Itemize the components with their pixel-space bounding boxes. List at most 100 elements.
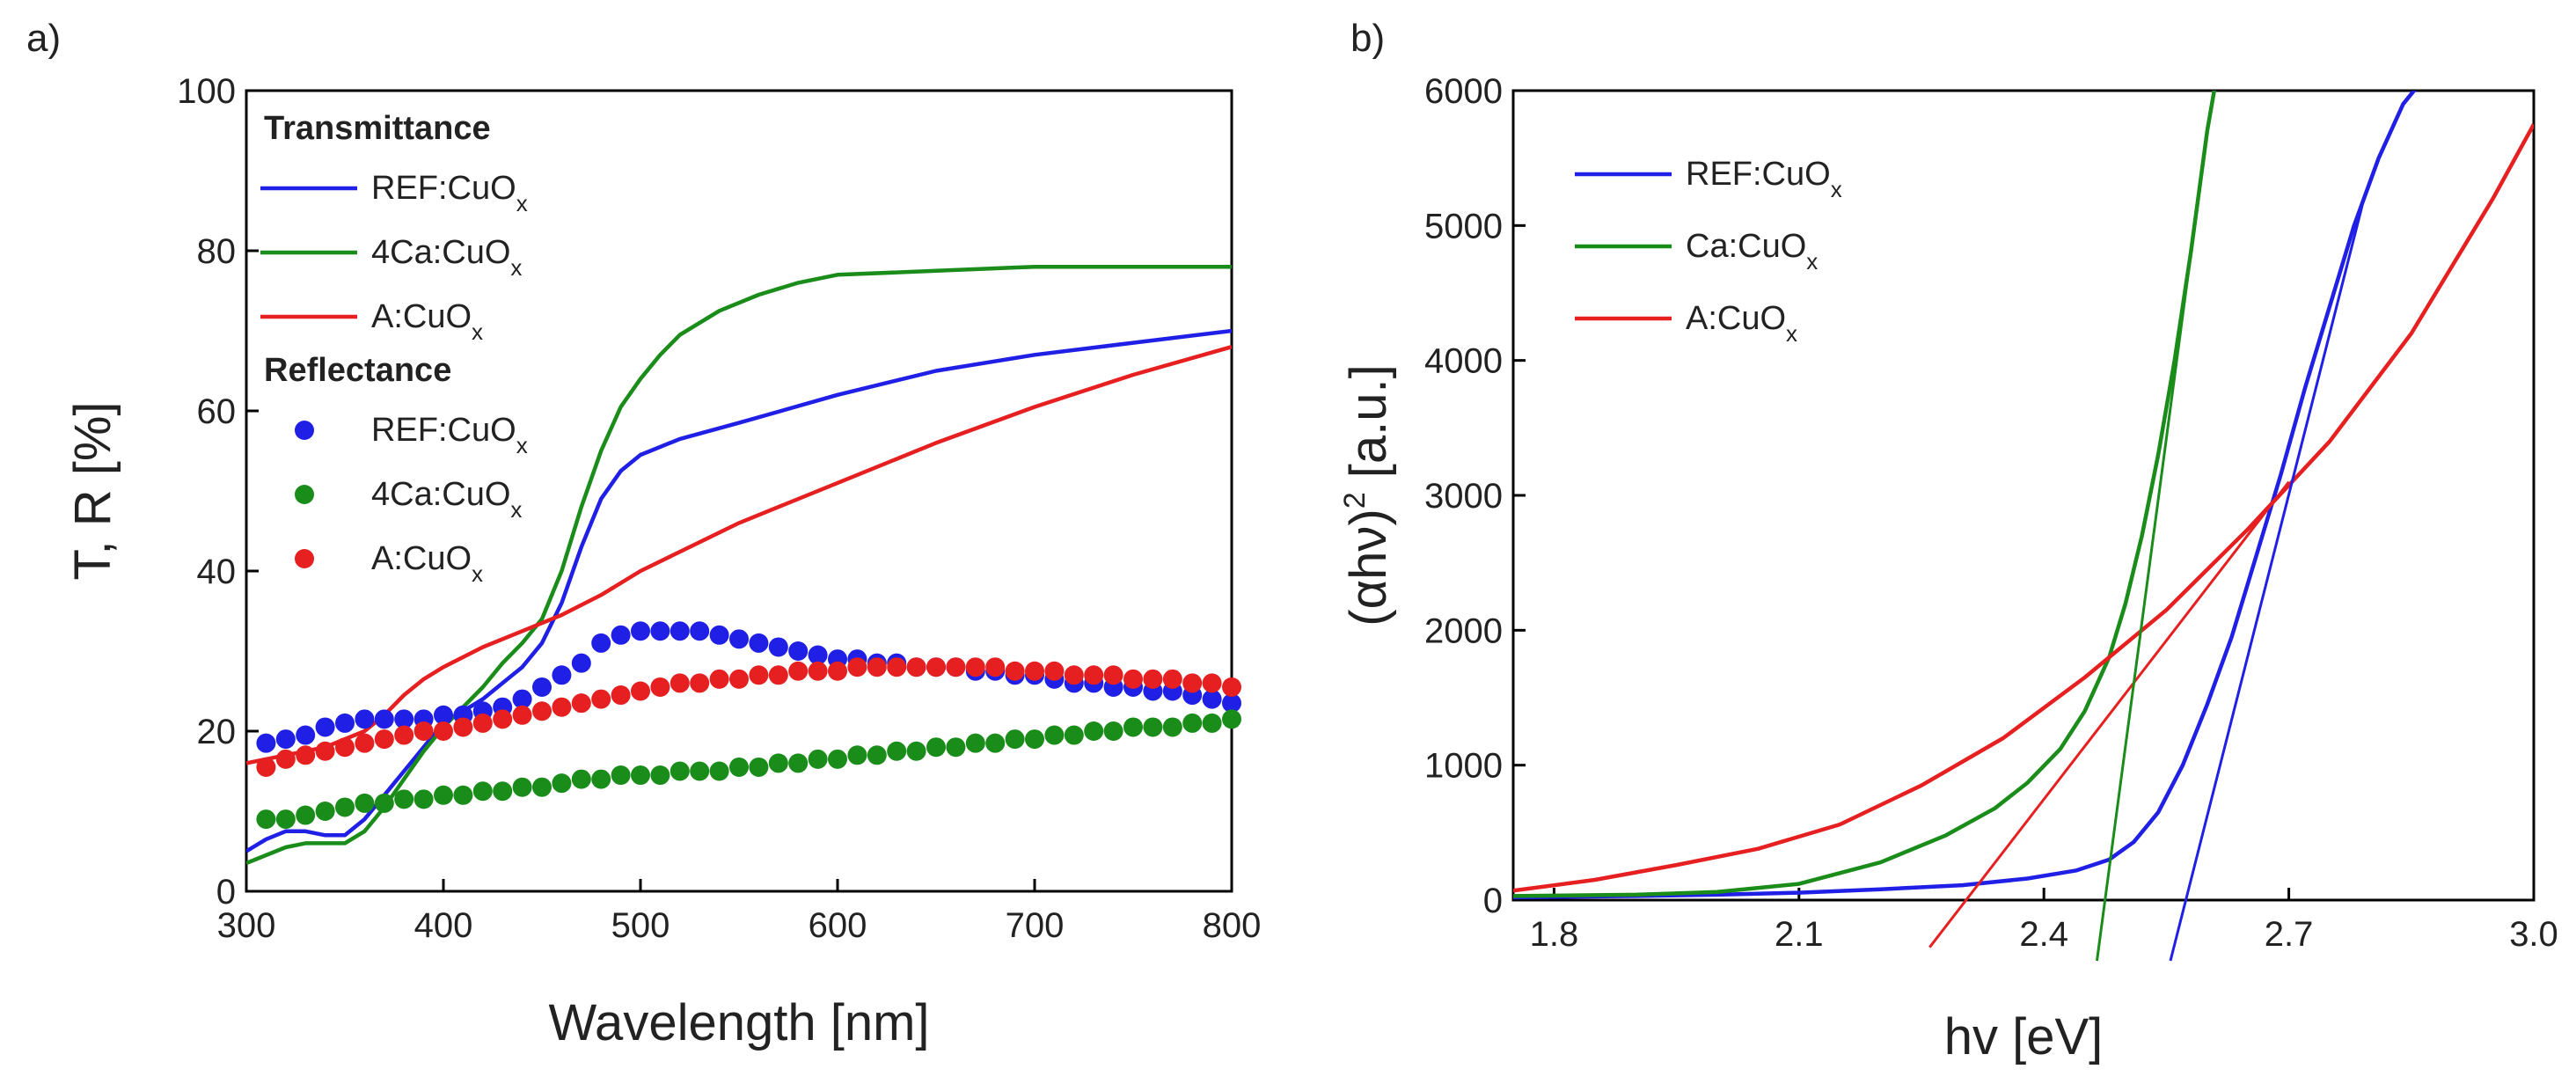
panel-a-legend-label: A:CuOx	[371, 298, 483, 345]
panel-a-series-4-point	[571, 769, 591, 789]
panel-a-series-5-point	[256, 757, 276, 777]
panel-a-series-4-point	[611, 765, 631, 786]
panel-a-y-axis-label: T, R [%]	[64, 401, 121, 580]
panel-a-series-5-point	[709, 669, 729, 689]
panel-a-series-3-point	[394, 709, 414, 729]
panel-a-series-3-point	[591, 633, 611, 653]
panel-a-x-tick-label: 800	[1203, 906, 1262, 945]
panel-a-series-4-point	[472, 781, 493, 802]
panel-a-series-4-point	[709, 761, 729, 781]
panel-b: b) 1.8 2.1 2.4 2.7 3.0 0 1000 2000 3000 4000 5000…	[1338, 17, 2558, 1065]
panel-b-y-ticks: 0 1000 2000 3000 4000 5000 6000	[1424, 72, 1526, 920]
panel-a-series-4-point	[1044, 725, 1065, 745]
panel-a-legend-dot	[295, 485, 314, 504]
panel-a-legend-dot	[295, 421, 314, 440]
panel-a-y-tick-label: 0	[216, 873, 236, 912]
panel-a-series-4-point	[670, 761, 690, 781]
panel-a-series-4-point	[729, 757, 749, 777]
panel-a-legend: Transmittance REF:CuOx 4Ca:CuOx A:CuOx Refle…	[260, 110, 528, 587]
panel-a-series-5-point	[1162, 669, 1182, 689]
panel-a: a) 300 400 500 600 700 800 0 20 40 60 80 100 Trans…	[26, 17, 1261, 1051]
panel-a-series-5-point	[965, 657, 985, 677]
panel-a-series-5-point	[1084, 665, 1104, 685]
panel-a-series-5-point	[1005, 661, 1025, 681]
panel-b-y-tick-label: 2000	[1424, 611, 1503, 650]
panel-a-series-5-point	[1123, 669, 1143, 689]
panel-a-series-3-point	[690, 621, 710, 641]
panel-a-series-3-point	[768, 637, 788, 657]
panel-a-series-4-point	[315, 802, 335, 821]
panel-b-x-tick-label: 3.0	[2509, 915, 2558, 954]
panel-b-y-tick-label: 3000	[1424, 477, 1503, 516]
panel-a-series-4-point	[1162, 717, 1182, 737]
panel-a-y-tick-label: 100	[177, 72, 236, 111]
panel-a-series-3-point	[788, 641, 809, 661]
panel-a-legend-label: REF:CuOx	[371, 412, 528, 458]
panel-a-series-4-point	[1025, 729, 1044, 750]
panel-b-x-tick-label: 2.7	[2265, 915, 2314, 954]
panel-b-x-tick-label: 2.1	[1775, 915, 1824, 954]
panel-a-series-4-point	[867, 745, 887, 765]
panel-a-y-tick-label: 20	[197, 713, 237, 751]
panel-b-x-ticks: 1.8 2.1 2.4 2.7 3.0	[1530, 888, 2558, 954]
panel-a-series-5-point	[453, 717, 473, 737]
panel-a-series-4-point	[631, 765, 650, 786]
panel-a-series-5-point	[512, 705, 532, 725]
panel-a-x-tick-label: 500	[611, 906, 670, 945]
panel-b-series-1-line	[1513, 91, 2217, 898]
panel-a-series-5-point	[355, 733, 375, 753]
panel-a-legend-label: A:CuOx	[371, 540, 483, 587]
panel-a-series-3-point	[374, 709, 394, 729]
panel-a-series-5-point	[946, 657, 966, 677]
panel-a-series-5-point	[315, 741, 335, 761]
panel-a-series-4-point	[1123, 717, 1143, 737]
panel-a-series-4-point	[413, 789, 434, 809]
panel-a-series-4-point	[926, 737, 946, 758]
panel-a-series-3-point	[1222, 693, 1241, 714]
panel-a-legend-label: REF:CuOx	[371, 170, 528, 216]
panel-a-series-4-point	[749, 757, 769, 777]
panel-a-series-5-point	[1143, 669, 1163, 689]
panel-a-series-4-point	[887, 741, 907, 761]
panel-a-series-5-point	[690, 673, 710, 693]
panel-a-series-5-point	[749, 665, 769, 685]
panel-a-series-5-point	[887, 657, 907, 677]
panel-a-series-4-point	[1103, 721, 1123, 741]
panel-a-series-3-point	[729, 629, 749, 649]
panel-a-series-5-point	[1202, 673, 1222, 693]
panel-a-x-axis-label: Wavelength [nm]	[548, 994, 929, 1051]
panel-b-y-tick-label: 1000	[1424, 747, 1503, 786]
panel-a-series-5-point	[1025, 661, 1044, 681]
panel-a-series-5-point	[296, 745, 316, 765]
panel-a-series-3-point	[296, 725, 316, 745]
panel-a-series-4-point	[1182, 713, 1203, 733]
panel-a-series-4-point	[1064, 725, 1084, 745]
panel-a-series-3-point	[631, 621, 650, 641]
panel-a-series-5-point	[374, 729, 394, 750]
panel-b-y-axis-label: (αhν)2 [a.u.]	[1338, 364, 1397, 626]
panel-a-series-5-point	[394, 725, 414, 745]
panel-b-series-0-line	[1513, 91, 2417, 900]
panel-a-series-5-point	[985, 657, 1006, 677]
panel-a-series-4-point	[256, 809, 276, 830]
panel-a-series-4-point	[906, 741, 926, 761]
panel-a-series-5-point	[788, 661, 809, 681]
panel-a-series-5-point	[552, 697, 572, 717]
panel-a-series-5-point	[670, 673, 690, 693]
panel-a-series-3-point	[1202, 689, 1222, 709]
panel-b-plot-frame	[1511, 89, 2536, 902]
panel-a-series-5-point	[1044, 661, 1065, 681]
panel-a-series-3-point	[275, 729, 296, 750]
panel-a-series-5-point	[847, 657, 867, 677]
panel-a-label: a)	[26, 17, 61, 60]
panel-a-series-4-point	[394, 789, 414, 809]
panel-a-y-tick-label: 40	[197, 553, 237, 591]
panel-a-series-4-point	[275, 809, 296, 830]
panel-a-series-0-line	[246, 328, 1232, 853]
panel-a-series-4-point	[946, 737, 966, 758]
panel-b-series-2-line	[1513, 123, 2534, 893]
panel-a-series-5-point	[571, 693, 591, 714]
panel-a-legend-dot	[295, 549, 314, 568]
panel-a-series-5-point	[493, 709, 513, 729]
panel-a-series-4-point	[690, 761, 710, 781]
